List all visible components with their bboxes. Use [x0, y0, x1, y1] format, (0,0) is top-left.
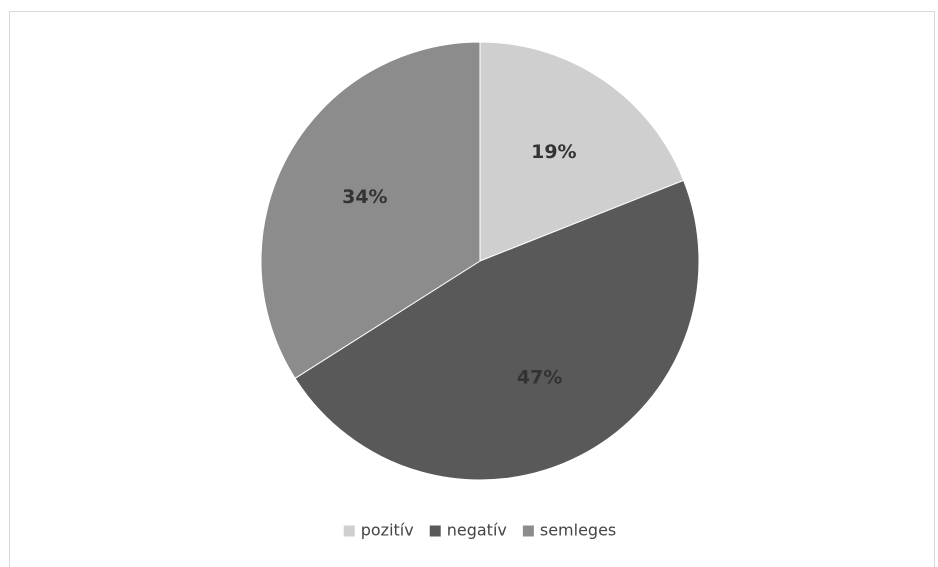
slice-label-2: 47%	[517, 367, 562, 389]
slice-label-3: 34%	[342, 186, 387, 208]
pie-slice-2	[294, 179, 700, 481]
legend-swatch-3	[522, 525, 534, 537]
legend-swatch-1	[343, 525, 355, 537]
legend-label-2: negatív	[447, 521, 507, 540]
slice-label-1: 19%	[531, 141, 576, 163]
legend-swatch-2	[429, 525, 441, 537]
pie-slice-3	[260, 41, 481, 380]
pie-slices	[260, 41, 700, 481]
legend-label-3: semleges	[540, 521, 616, 540]
chart-frame	[9, 11, 935, 567]
legend-label-1: pozitív	[361, 521, 414, 540]
legend: pozitív negatív semleges	[343, 521, 616, 540]
pie-labels: 19% 47% 34%	[342, 141, 576, 389]
pie-slice-1	[479, 41, 685, 262]
